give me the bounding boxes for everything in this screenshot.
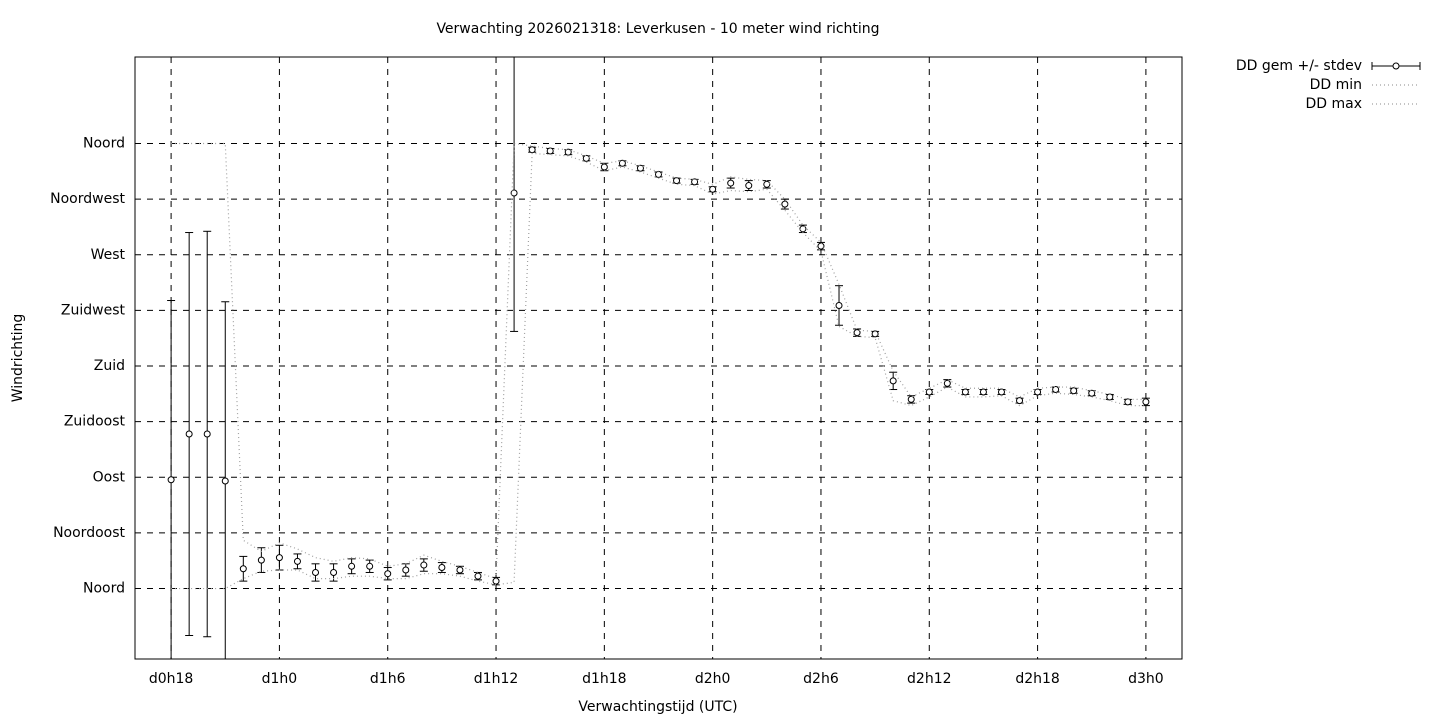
chart-title: Verwachting 2026021318: Leverkusen - 10 … (436, 21, 879, 37)
x-tick-label: d3h0 (1128, 671, 1164, 687)
data-point (438, 564, 446, 572)
data-point (817, 242, 825, 250)
x-tick-label: d1h18 (582, 671, 626, 687)
x-axis-label: Verwachtingstijd (UTC) (578, 699, 737, 715)
data-point (293, 557, 301, 565)
data-point (979, 388, 987, 396)
data-point (636, 164, 644, 172)
data-point (727, 179, 735, 187)
y-tick-label: Noordwest (50, 191, 125, 207)
x-tick-label: d2h18 (1015, 671, 1059, 687)
data-point (745, 182, 753, 190)
data-point (835, 301, 843, 309)
data-line (171, 142, 1146, 580)
data-point (1016, 397, 1024, 405)
data-point (961, 388, 969, 396)
data-point (1052, 386, 1060, 394)
x-tick-label: d2h0 (695, 671, 731, 687)
x-tick-label: d1h6 (370, 671, 406, 687)
data-point (330, 568, 338, 576)
data-point (239, 565, 247, 573)
x-tick-label: d1h12 (474, 671, 518, 687)
legend-label: DD max (1305, 96, 1362, 112)
data-point (167, 476, 175, 484)
data-point (474, 572, 482, 580)
data-point (1124, 398, 1132, 406)
data-point (907, 395, 915, 403)
data-point (1034, 388, 1042, 396)
legend-label: DD min (1310, 77, 1362, 93)
data-point (691, 178, 699, 186)
data-point (185, 430, 193, 438)
data-point (1070, 387, 1078, 395)
data-point (312, 568, 320, 576)
data-point (257, 556, 265, 564)
y-tick-label: Noordoost (53, 525, 125, 541)
data-point (420, 561, 428, 569)
data-point (889, 377, 897, 385)
data-point (366, 562, 374, 570)
data-point (600, 163, 608, 171)
data-point (582, 154, 590, 162)
y-tick-label: Zuid (94, 358, 125, 374)
data-point (348, 562, 356, 570)
data-point (925, 388, 933, 396)
y-tick-label: Noord (83, 581, 125, 597)
y-tick-label: Oost (93, 469, 126, 485)
data-point (853, 329, 861, 337)
x-tick-label: d0h18 (149, 671, 193, 687)
y-tick-label: Zuidoost (64, 414, 126, 430)
data-point (763, 180, 771, 188)
data-point (203, 430, 211, 438)
data-point (709, 185, 717, 193)
data-point (456, 566, 464, 574)
data-point (943, 379, 951, 387)
data-point (1142, 398, 1150, 406)
data-point (781, 200, 789, 208)
data-point (997, 388, 1005, 396)
y-axis-label: Windrichting (10, 314, 26, 403)
data-line (171, 152, 1146, 590)
x-tick-label: d1h0 (262, 671, 298, 687)
y-tick-label: West (91, 247, 126, 263)
data-point (1088, 389, 1096, 397)
data-point (275, 554, 283, 562)
data-point (655, 170, 662, 178)
x-tick-label: d2h6 (803, 671, 839, 687)
data-point (673, 177, 681, 185)
legend-label: DD gem +/- stdev (1236, 58, 1362, 74)
plot-area (167, 57, 1150, 659)
data-point (221, 477, 229, 485)
data-point (510, 189, 518, 197)
y-tick-label: Noord (83, 136, 125, 152)
plot-border (134, 56, 1183, 660)
legend-swatch (1392, 62, 1400, 70)
x-tick-label: d2h12 (907, 671, 951, 687)
y-tick-label: Zuidwest (61, 302, 126, 318)
data-point (402, 566, 410, 574)
data-point (618, 159, 626, 167)
data-point (384, 570, 392, 578)
data-point (528, 146, 536, 154)
